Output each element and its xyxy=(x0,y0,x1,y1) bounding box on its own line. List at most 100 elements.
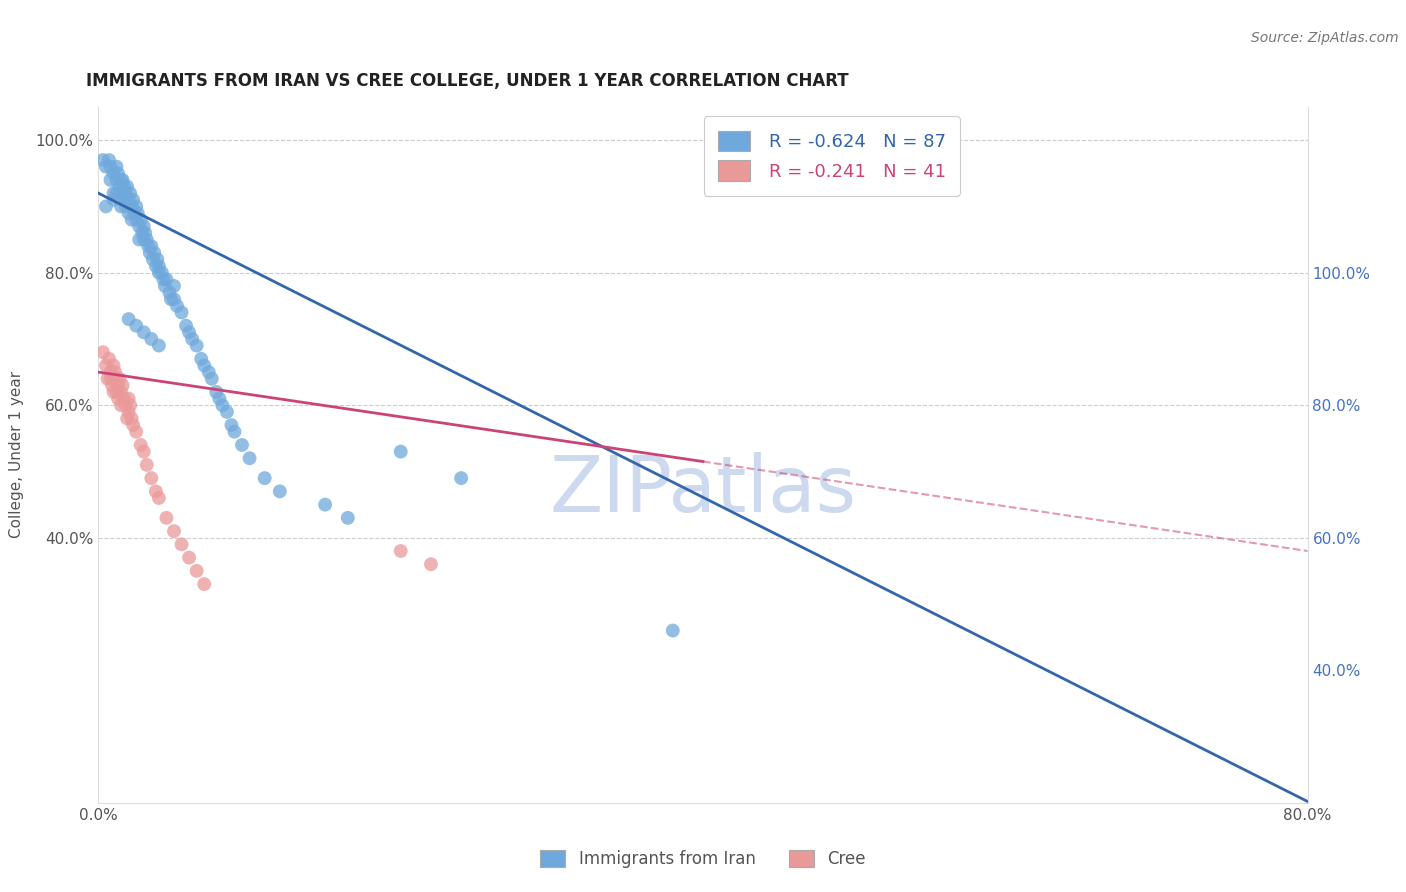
Point xyxy=(193,577,215,591)
Point xyxy=(110,384,132,399)
Point xyxy=(170,305,193,319)
Point xyxy=(231,438,253,452)
Point xyxy=(129,438,152,452)
Point xyxy=(111,378,134,392)
Point xyxy=(132,219,155,234)
Point xyxy=(100,160,122,174)
Point xyxy=(105,186,128,201)
Point xyxy=(150,266,173,280)
Point xyxy=(153,279,176,293)
Point xyxy=(100,372,122,386)
Point xyxy=(122,418,145,433)
Point xyxy=(336,511,359,525)
Legend: R = -0.624   N = 87, R = -0.241   N = 41: R = -0.624 N = 87, R = -0.241 N = 41 xyxy=(703,116,960,195)
Point xyxy=(135,458,157,472)
Point xyxy=(110,173,132,187)
Point xyxy=(112,179,135,194)
Point xyxy=(145,259,167,273)
Point xyxy=(103,186,125,201)
Point xyxy=(221,418,243,433)
Point xyxy=(125,199,148,213)
Point xyxy=(160,292,183,306)
Point xyxy=(118,392,141,406)
Point xyxy=(100,365,122,379)
Point xyxy=(146,252,169,267)
Point xyxy=(186,564,208,578)
Point xyxy=(152,272,174,286)
Text: IMMIGRANTS FROM IRAN VS CREE COLLEGE, UNDER 1 YEAR CORRELATION CHART: IMMIGRANTS FROM IRAN VS CREE COLLEGE, UN… xyxy=(86,72,849,90)
Point xyxy=(127,206,149,220)
Point xyxy=(163,292,186,306)
Point xyxy=(96,372,118,386)
Point xyxy=(122,193,145,207)
Point xyxy=(110,186,132,201)
Point xyxy=(193,359,215,373)
Point xyxy=(120,398,142,412)
Point xyxy=(159,285,181,300)
Point xyxy=(105,384,128,399)
Point xyxy=(110,398,132,412)
Point xyxy=(132,326,155,340)
Point xyxy=(118,312,141,326)
Point xyxy=(101,378,124,392)
Point xyxy=(148,259,170,273)
Point xyxy=(420,558,443,572)
Point xyxy=(114,398,136,412)
Point xyxy=(179,550,201,565)
Point xyxy=(111,173,134,187)
Point xyxy=(105,160,128,174)
Point xyxy=(145,484,167,499)
Point xyxy=(132,444,155,458)
Point xyxy=(174,318,197,333)
Point xyxy=(166,299,188,313)
Point xyxy=(148,338,170,352)
Point xyxy=(103,166,125,180)
Point xyxy=(115,411,138,425)
Point xyxy=(128,219,150,234)
Legend: Immigrants from Iran, Cree: Immigrants from Iran, Cree xyxy=(534,843,872,875)
Point xyxy=(107,378,129,392)
Point xyxy=(108,179,131,194)
Point xyxy=(131,226,153,240)
Point xyxy=(103,193,125,207)
Point xyxy=(114,199,136,213)
Point xyxy=(389,444,412,458)
Point xyxy=(155,511,177,525)
Point xyxy=(121,411,143,425)
Text: ZIPatlas: ZIPatlas xyxy=(550,451,856,528)
Point xyxy=(94,160,117,174)
Point xyxy=(120,186,142,201)
Point xyxy=(201,372,224,386)
Point xyxy=(129,212,152,227)
Point xyxy=(125,318,148,333)
Point xyxy=(450,471,472,485)
Point xyxy=(103,359,125,373)
Point xyxy=(118,193,141,207)
Point xyxy=(100,173,122,187)
Point xyxy=(389,544,412,558)
Point xyxy=(110,199,132,213)
Point xyxy=(132,233,155,247)
Point xyxy=(105,372,128,386)
Point xyxy=(128,233,150,247)
Point xyxy=(141,471,163,485)
Point xyxy=(205,384,228,399)
Point xyxy=(163,524,186,538)
Point xyxy=(94,199,117,213)
Point xyxy=(114,193,136,207)
Point xyxy=(103,384,125,399)
Point xyxy=(190,351,212,366)
Point xyxy=(142,252,165,267)
Point xyxy=(314,498,336,512)
Point xyxy=(108,372,131,386)
Point xyxy=(125,425,148,439)
Point xyxy=(181,332,204,346)
Point xyxy=(148,491,170,505)
Point xyxy=(143,245,166,260)
Point xyxy=(141,332,163,346)
Y-axis label: College, Under 1 year: College, Under 1 year xyxy=(10,371,24,539)
Point xyxy=(269,484,291,499)
Point xyxy=(118,405,141,419)
Point xyxy=(115,179,138,194)
Point xyxy=(107,392,129,406)
